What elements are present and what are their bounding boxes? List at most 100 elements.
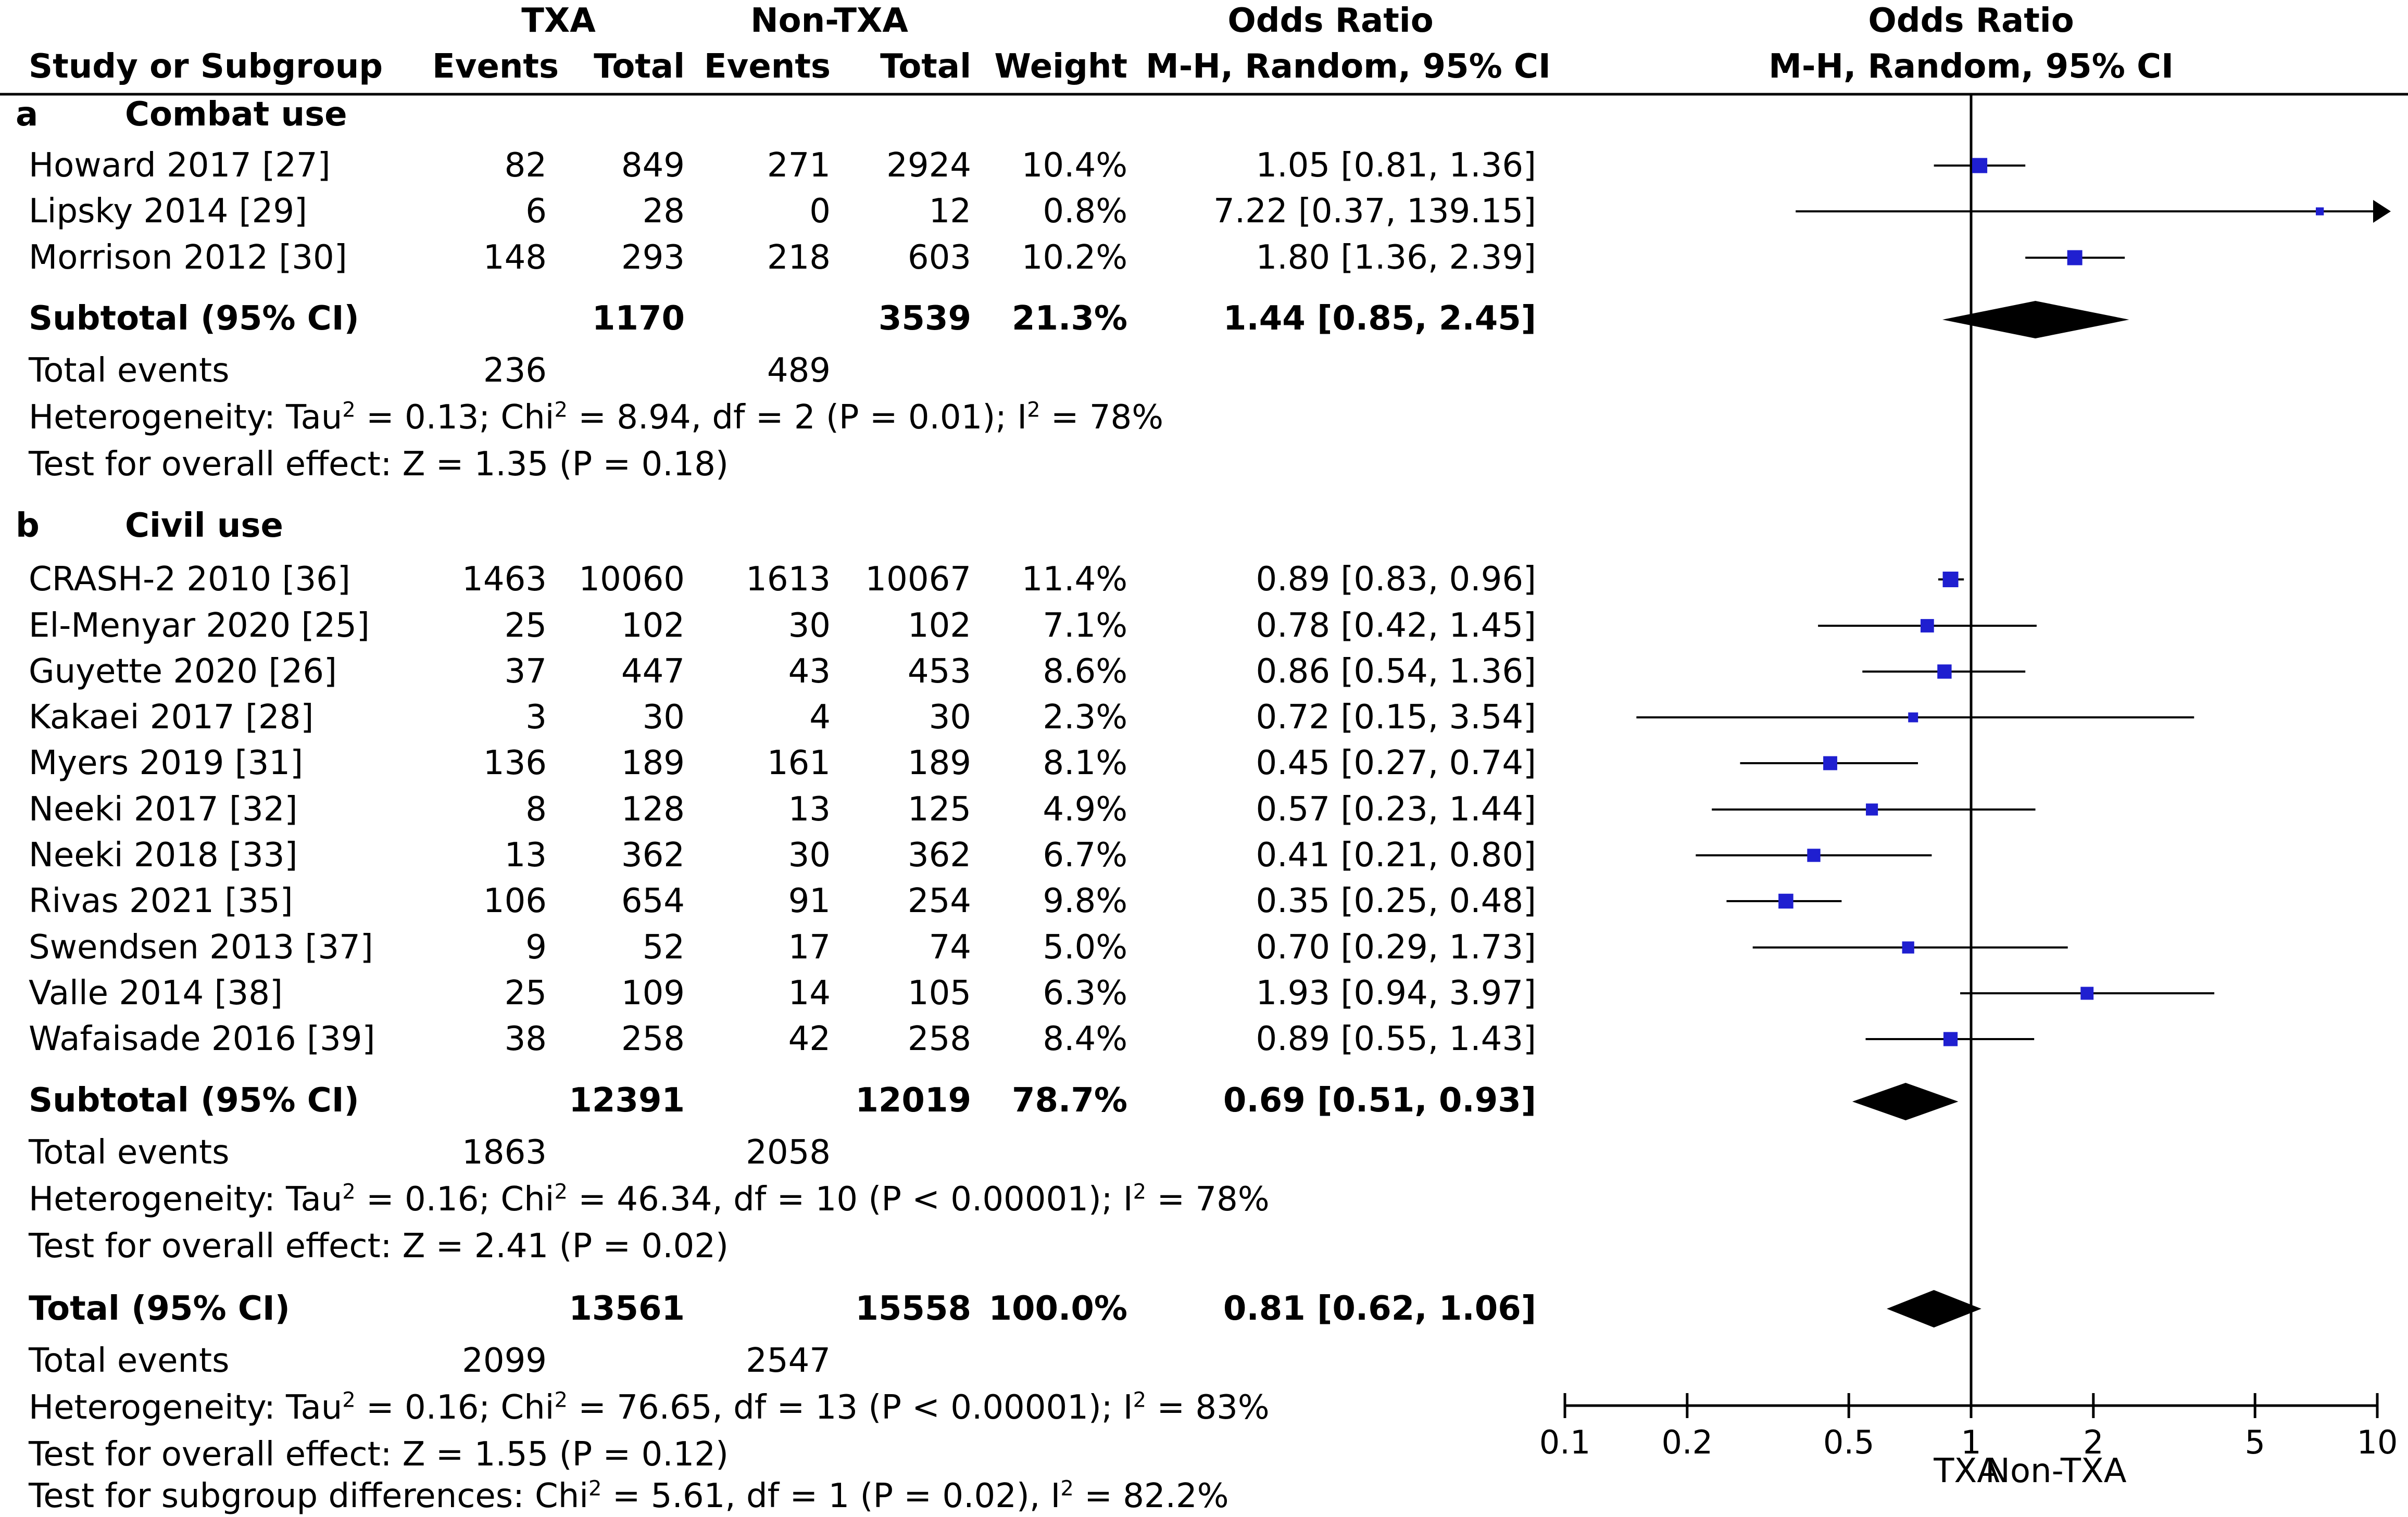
- txa-events: 136: [483, 744, 547, 782]
- txa-events: 148: [483, 238, 547, 277]
- non-total: 189: [907, 744, 971, 782]
- subtotal-ci: 0.69 [0.51, 0.93]: [1223, 1081, 1536, 1120]
- total-txa-total: 13561: [569, 1290, 685, 1328]
- heterogeneity-chi_prefix: = 0.16; Chi: [355, 1180, 555, 1219]
- txa-events: 6: [525, 192, 547, 231]
- txa-total: 189: [621, 744, 685, 782]
- point-estimate-marker: [1807, 849, 1821, 862]
- non-events: 14: [788, 974, 831, 1013]
- subtotal-label: Subtotal (95% CI): [29, 1081, 359, 1120]
- txa-total: 10060: [579, 560, 685, 599]
- point-estimate-marker: [1937, 664, 1952, 679]
- header-txa-total: Total: [594, 47, 685, 86]
- subtotal-label: Subtotal (95% CI): [29, 299, 359, 338]
- study-name: Morrison 2012 [30]: [29, 238, 347, 277]
- non-events: 30: [788, 606, 831, 645]
- heterogeneity-total: Heterogeneity: Tau2 = 0.16; Chi2 = 76.65…: [29, 1387, 1270, 1428]
- superscript-two: 2: [342, 398, 356, 422]
- non-total: 12: [929, 192, 971, 231]
- pooled-diamond: [1887, 1290, 1981, 1328]
- study-ci: 7.22 [0.37, 139.15]: [1213, 192, 1536, 231]
- non-events: 42: [788, 1020, 831, 1058]
- point-estimate-marker: [2080, 987, 2094, 1000]
- txa-events: 82: [504, 146, 547, 185]
- point-estimate-marker: [1902, 941, 1914, 954]
- ci-arrow: [2373, 200, 2391, 223]
- heterogeneity: Heterogeneity: Tau2 = 0.13; Chi2 = 8.94,…: [29, 397, 1163, 438]
- study-ci: 0.89 [0.83, 0.96]: [1256, 560, 1536, 599]
- superscript-two: 2: [1060, 1476, 1074, 1501]
- txa-events: 9: [525, 928, 547, 967]
- superscript-two: 2: [342, 1388, 356, 1412]
- study-weight: 10.2%: [1021, 238, 1127, 277]
- non-total: 362: [907, 836, 971, 875]
- non-total: 30: [929, 698, 971, 737]
- overall-effect: Test for overall effect: Z = 2.41 (P = 0…: [29, 1227, 729, 1266]
- txa-total: 28: [642, 192, 685, 231]
- study-ci: 0.89 [0.55, 1.43]: [1256, 1020, 1536, 1058]
- point-estimate-marker: [1972, 158, 1988, 173]
- axis-footer-txa: TXA: [1934, 1452, 2000, 1490]
- non-events: 91: [788, 882, 831, 920]
- point-estimate-marker: [1823, 756, 1837, 770]
- study-ci: 1.05 [0.81, 1.36]: [1256, 146, 1536, 185]
- txa-events: 1463: [462, 560, 547, 599]
- heterogeneity-mid: = 8.94, df = 2 (P = 0.01); I: [567, 398, 1027, 437]
- non-events: 0: [809, 192, 831, 231]
- study-weight: 7.1%: [1043, 606, 1127, 645]
- txa-total: 102: [621, 606, 685, 645]
- non-events: 17: [788, 928, 831, 967]
- heterogeneity-tau_prefix: Heterogeneity: Tau: [29, 1180, 343, 1219]
- x-axis-tick-label: 0.5: [1823, 1423, 1875, 1461]
- header-txa-events: Events: [432, 47, 559, 86]
- heterogeneity-total-mid: = 76.65, df = 13 (P < 0.00001); I: [567, 1388, 1133, 1427]
- header-study: Study or Subgroup: [29, 47, 383, 86]
- total-events-non: 489: [767, 351, 831, 390]
- point-estimate-marker: [2316, 207, 2324, 216]
- point-estimate-marker: [1943, 1032, 1958, 1046]
- x-axis-tick-label: 10: [2357, 1423, 2398, 1461]
- study-name: El-Menyar 2020 [25]: [29, 606, 370, 645]
- non-total: 254: [907, 882, 971, 920]
- total-events-label: Total events: [29, 351, 230, 390]
- total-events-label: Total events: [29, 1133, 230, 1172]
- study-ci: 0.45 [0.27, 0.74]: [1256, 744, 1536, 782]
- subgroup-differences-end: = 82.2%: [1073, 1477, 1229, 1515]
- subtotal-weight: 21.3%: [1011, 299, 1127, 338]
- heterogeneity-chi_prefix: = 0.13; Chi: [355, 398, 555, 437]
- subgroup-differences-prefix: Test for subgroup differences: Chi: [29, 1477, 589, 1515]
- non-events: 271: [767, 146, 831, 185]
- non-total: 125: [907, 790, 971, 829]
- study-weight: 8.4%: [1043, 1020, 1127, 1058]
- total-events-non: 2547: [746, 1342, 831, 1380]
- study-name: CRASH-2 2010 [36]: [29, 560, 350, 599]
- x-axis-tick-label: 1: [1961, 1423, 1981, 1461]
- header-weight: Weight: [994, 47, 1127, 86]
- header-txa: TXA: [521, 2, 596, 40]
- x-axis-tick-label: 0.1: [1539, 1423, 1591, 1461]
- heterogeneity-tau_prefix: Heterogeneity: Tau: [29, 398, 343, 437]
- study-weight: 5.0%: [1043, 928, 1127, 967]
- txa-total: 362: [621, 836, 685, 875]
- header-non-total: Total: [880, 47, 971, 86]
- txa-total: 30: [642, 698, 685, 737]
- heterogeneity-end: = 78%: [1146, 1180, 1270, 1219]
- study-name: Kakaei 2017 [28]: [29, 698, 314, 737]
- superscript-two: 2: [588, 1476, 602, 1501]
- study-weight: 6.7%: [1043, 836, 1127, 875]
- study-ci: 0.72 [0.15, 3.54]: [1256, 698, 1536, 737]
- study-ci: 0.35 [0.25, 0.48]: [1256, 882, 1536, 920]
- subtotal-weight: 78.7%: [1011, 1081, 1127, 1120]
- study-weight: 10.4%: [1021, 146, 1127, 185]
- header-odds-ratio-plot: Odds Ratio: [1868, 2, 2074, 40]
- superscript-two: 2: [1133, 1388, 1147, 1412]
- non-total: 10067: [865, 560, 971, 599]
- total-events-txa: 236: [483, 351, 547, 390]
- subgroup-differences-mid: = 5.61, df = 1 (P = 0.02), I: [601, 1477, 1061, 1515]
- heterogeneity-mid: = 46.34, df = 10 (P < 0.00001); I: [567, 1180, 1133, 1219]
- header-nontxa: Non-TXA: [750, 2, 908, 40]
- study-name: Guyette 2020 [26]: [29, 652, 337, 691]
- point-estimate-marker: [1908, 712, 1918, 723]
- study-ci: 0.78 [0.42, 1.45]: [1256, 606, 1536, 645]
